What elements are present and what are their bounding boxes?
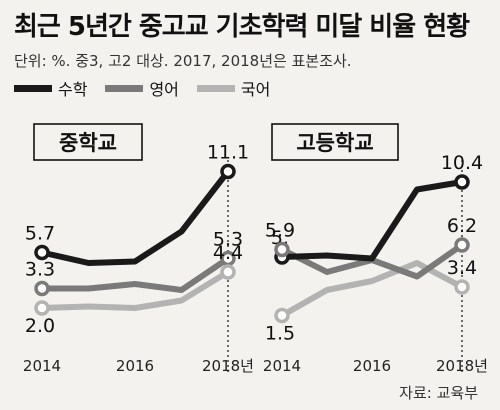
data-label-korean-1-4: 3.4: [447, 257, 477, 279]
source-note: 자료: 교육부: [399, 384, 478, 402]
data-label-math-1-4: 10.4: [441, 152, 483, 174]
series-line-math-0: [39, 168, 231, 266]
point-marker-korean-0-0: [34, 300, 50, 316]
data-label-math-0-0: 5.7: [25, 223, 55, 245]
panel-title-0: 중학교: [59, 131, 117, 155]
legend-label-math: 수학: [58, 80, 88, 99]
series-line-korean-0: [39, 269, 231, 311]
data-label-english-1-4: 6.2: [447, 215, 477, 237]
x-tick-label-0-1: 2016: [116, 357, 154, 375]
chart-title: 최근 5년간 중고교 기초학력 미달 비율 현황: [14, 12, 470, 42]
legend: 수학 영어 국어: [14, 76, 270, 100]
legend-swatch-korean: [196, 84, 235, 92]
series-line-korean-1: [279, 260, 465, 319]
point-marker-english-1-0: [274, 241, 290, 258]
series-line-math-1: [279, 179, 465, 262]
data-label-math-0-4: 11.1: [207, 142, 249, 164]
x-tick-label-1-1: 2016: [353, 357, 391, 375]
x-tick-label-1-0: 2014: [263, 357, 301, 375]
legend-swatch-math: [14, 84, 52, 92]
legend-label-korean: 국어: [240, 80, 271, 99]
point-marker-korean-1-4: [454, 279, 470, 295]
chart-subtitle: 단위: %. 중3, 고2 대상. 2017, 2018년은 표본조사.: [14, 52, 352, 70]
legend-label-english: 영어: [149, 80, 179, 99]
legend-item-math: 수학: [14, 76, 87, 100]
x-tick-label-1-2: 2018년: [436, 357, 488, 375]
panel-title-1: 고등학교: [296, 131, 373, 155]
data-label-english-0-4: 5.3: [213, 229, 243, 251]
data-label-english-1-0: 5.9: [265, 220, 295, 242]
data-label-korean-0-4: 4.4: [213, 242, 243, 264]
x-tick-label-0-0: 2014: [23, 357, 61, 375]
data-label-korean-1-0: 1.5: [265, 323, 295, 345]
point-marker-math-1-4: [454, 174, 470, 190]
panel-title-box-1: [271, 123, 399, 161]
data-label-english-0-0: 3.3: [25, 259, 55, 281]
point-marker-korean-1-0: [274, 307, 290, 324]
legend-swatch-english: [105, 84, 144, 92]
point-marker-english-0-0: [34, 280, 50, 297]
legend-item-english: 영어: [105, 76, 179, 100]
point-marker-math-0-4: [220, 163, 236, 180]
panel-title-box-0: [33, 123, 143, 161]
point-marker-english-1-4: [454, 237, 470, 253]
x-tick-label-0-2: 2018년: [202, 357, 254, 375]
series-line-english-0: [39, 255, 231, 293]
data-label-korean-0-0: 2.0: [25, 315, 55, 337]
point-marker-math-0-0: [34, 244, 50, 261]
legend-item-korean: 국어: [196, 76, 271, 100]
point-marker-korean-0-4: [220, 264, 236, 280]
